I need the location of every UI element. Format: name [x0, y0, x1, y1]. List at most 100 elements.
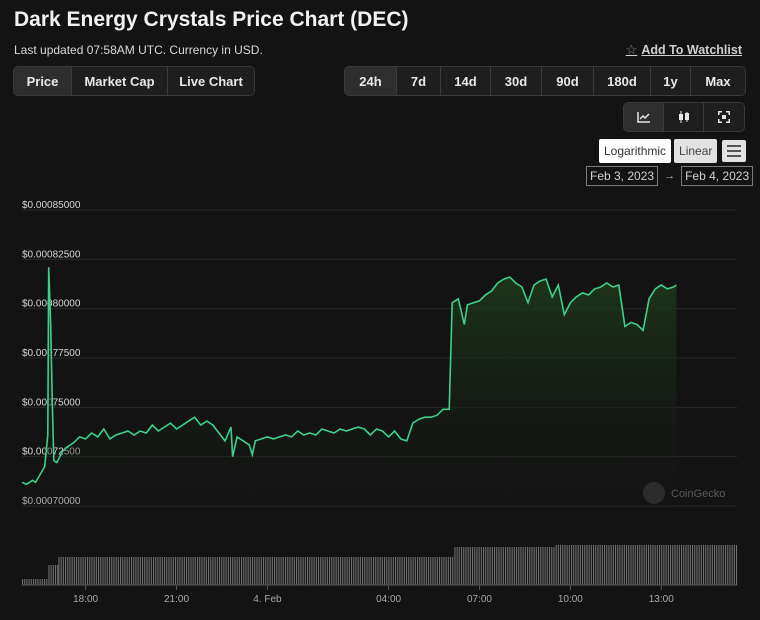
volume-bar — [498, 547, 500, 585]
chart-menu-button[interactable] — [722, 140, 747, 162]
volume-bar — [489, 547, 491, 585]
volume-bar — [267, 557, 269, 585]
volume-bar — [430, 557, 432, 585]
page-title: Dark Energy Crystals Price Chart (DEC) — [14, 8, 409, 31]
fullscreen-button[interactable] — [704, 103, 744, 131]
volume-bar — [571, 545, 573, 585]
range-14d[interactable]: 14d — [441, 67, 491, 95]
volume-bar — [329, 557, 331, 585]
volume-bar — [128, 557, 130, 585]
volume-bar — [661, 545, 663, 585]
volume-bar — [78, 557, 80, 585]
volume-bar — [599, 545, 601, 585]
volume-bar — [172, 557, 174, 585]
volume-bar — [408, 557, 410, 585]
volume-bar — [388, 557, 390, 585]
volume-bar — [524, 547, 526, 585]
date-to-input[interactable]: Feb 4, 2023 — [681, 166, 754, 186]
range-24h[interactable]: 24h — [345, 67, 397, 95]
tab-live-chart[interactable]: Live Chart — [168, 67, 254, 95]
range-1y[interactable]: 1y — [651, 67, 691, 95]
volume-bar — [619, 545, 621, 585]
tab-price[interactable]: Price — [14, 67, 72, 95]
volume-bar — [364, 557, 366, 585]
volume-bar — [181, 557, 183, 585]
range-30d[interactable]: 30d — [491, 67, 542, 95]
volume-bar — [223, 557, 225, 585]
volume-bar — [155, 557, 157, 585]
volume-bar — [432, 557, 434, 585]
volume-bar — [656, 545, 658, 585]
volume-bar — [55, 565, 57, 585]
x-tick-label: 18:00 — [73, 594, 98, 605]
volume-bar — [194, 557, 196, 585]
volume-bar — [265, 557, 267, 585]
volume-bar — [353, 557, 355, 585]
volume-bar — [500, 547, 502, 585]
volume-bar — [150, 557, 152, 585]
volume-bar — [39, 579, 41, 585]
volume-bar — [720, 545, 722, 585]
range-max[interactable]: Max — [691, 67, 745, 95]
volume-bar — [304, 557, 306, 585]
volume-bar — [362, 557, 364, 585]
linear-button[interactable]: Linear — [674, 139, 718, 163]
volume-bar — [26, 579, 28, 585]
volume-bar — [293, 557, 295, 585]
volume-bar — [483, 547, 485, 585]
volume-bar — [58, 557, 60, 585]
volume-bar — [632, 545, 634, 585]
volume-bar — [397, 557, 399, 585]
date-from-input[interactable]: Feb 3, 2023 — [586, 166, 659, 186]
volume-bar — [511, 547, 513, 585]
volume-bar — [225, 557, 227, 585]
volume-bar — [696, 545, 698, 585]
volume-bar — [573, 545, 575, 585]
candlestick-button[interactable] — [664, 103, 704, 131]
range-180d[interactable]: 180d — [594, 67, 651, 95]
volume-bar — [234, 557, 236, 585]
volume-bar — [212, 557, 214, 585]
volume-bar — [214, 557, 216, 585]
volume-bar — [179, 557, 181, 585]
add-to-watchlist-link[interactable]: ☆ Add To Watchlist — [626, 42, 742, 58]
volume-bar — [518, 547, 520, 585]
price-chart[interactable]: $0.00070000$0.00072500$0.00075000$0.0007… — [0, 190, 760, 610]
volume-bar — [707, 545, 709, 585]
volume-bar — [414, 557, 416, 585]
volume-bar — [60, 557, 62, 585]
time-range-tabs: 24h 7d 14d 30d 90d 180d 1y Max — [344, 66, 746, 96]
volume-bar — [188, 557, 190, 585]
x-tick-label: 4. Feb — [253, 594, 282, 605]
volume-bar — [700, 545, 702, 585]
volume-bar — [641, 545, 643, 585]
volume-bar — [166, 557, 168, 585]
volume-bar — [681, 545, 683, 585]
range-90d[interactable]: 90d — [542, 67, 594, 95]
volume-bar — [379, 557, 381, 585]
volume-bar — [302, 557, 304, 585]
volume-bar — [406, 557, 408, 585]
volume-bar — [263, 557, 265, 585]
volume-bar — [65, 557, 67, 585]
volume-bar — [117, 557, 119, 585]
tab-market-cap[interactable]: Market Cap — [72, 67, 168, 95]
range-7d[interactable]: 7d — [397, 67, 441, 95]
volume-bar — [551, 547, 553, 585]
volume-bar — [276, 557, 278, 585]
volume-bar — [637, 545, 639, 585]
volume-bar — [579, 545, 581, 585]
logarithmic-button[interactable]: Logarithmic — [599, 139, 672, 163]
volume-bar — [711, 545, 713, 585]
line-chart-button[interactable] — [624, 103, 664, 131]
volume-bar — [623, 545, 625, 585]
volume-bar — [507, 547, 509, 585]
volume-bar — [399, 557, 401, 585]
volume-bar — [359, 557, 361, 585]
volume-bar — [375, 557, 377, 585]
volume-bar — [315, 557, 317, 585]
view-mode-buttons — [623, 102, 745, 132]
volume-bar — [709, 545, 711, 585]
volume-bar — [588, 545, 590, 585]
volume-bar — [390, 557, 392, 585]
